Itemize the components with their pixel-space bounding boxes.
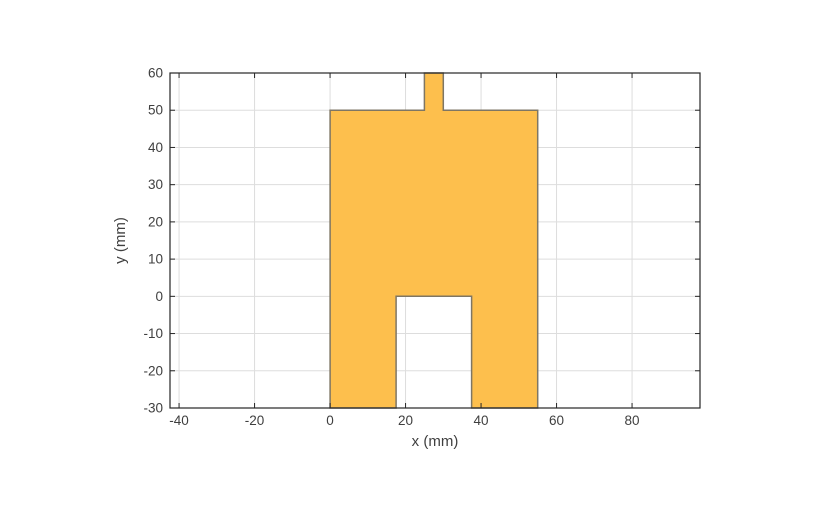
- y-axis-label: y (mm): [112, 217, 129, 264]
- x-tick-label: -40: [169, 413, 189, 428]
- antenna-polygon: [329, 72, 539, 409]
- x-tick-label: 60: [549, 413, 564, 428]
- axes-box: [169, 72, 701, 409]
- y-tick-label: 40: [148, 140, 163, 155]
- y-tick-label: 60: [148, 66, 163, 81]
- x-tick-label: 40: [474, 413, 489, 428]
- y-tick-label: 10: [148, 252, 163, 267]
- x-tick-label: -20: [245, 413, 265, 428]
- y-tick-label: 0: [155, 289, 163, 304]
- x-tick-label: 0: [326, 413, 334, 428]
- x-axis-label: x (mm): [412, 433, 459, 450]
- y-tick-label: -10: [143, 326, 163, 341]
- x-tick-label: 80: [625, 413, 640, 428]
- y-tick-label: 30: [148, 177, 163, 192]
- y-tick-label: -20: [143, 363, 163, 378]
- y-tick-label: 20: [148, 214, 163, 229]
- y-tick-label: -30: [143, 401, 163, 416]
- y-tick-label: 50: [148, 103, 163, 118]
- x-tick-label: 20: [398, 413, 413, 428]
